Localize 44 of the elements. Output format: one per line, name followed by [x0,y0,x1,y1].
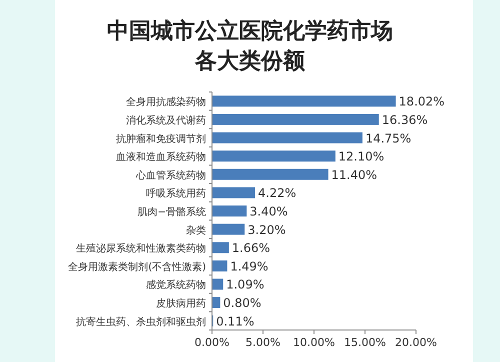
data-label: 4.22% [258,186,296,200]
y-tick-label: 呼吸系统用药 [146,188,206,200]
bar [212,168,328,180]
bar [212,260,228,272]
bar [212,242,229,254]
chart-title: 中国城市公立医院化学药市场各大类份额 [107,18,393,74]
bar [212,224,245,235]
data-label: 12.10% [338,150,384,164]
bar [212,187,256,198]
y-tick-label: 全身用激素类制剂(不含性激素) [68,260,206,273]
y-tick-label: 血液和造血系统药物 [116,151,206,164]
data-label: 16.36% [382,112,428,127]
y-tick-label: 心血管系统药物 [135,169,206,182]
y-tick-label: 皮肤病用药 [156,298,206,310]
bar [212,150,336,162]
bar [212,278,224,290]
data-label: 1.66% [232,241,270,256]
x-tick-label: 15.00% [344,336,386,349]
data-label: 11.40% [331,168,378,182]
data-label: 1.49% [230,259,268,274]
bar [212,297,220,308]
bar [212,114,379,125]
y-tick-label: 全身用抗感染药物 [126,96,206,108]
data-label: 0.11% [216,314,254,328]
data-label: 18.02% [398,94,445,109]
data-label: 3.20% [248,222,286,237]
bar [212,132,362,144]
data-label: 1.09% [226,278,264,292]
x-tick-label: 20.00% [395,336,437,349]
y-tick-label: 肌肉−骨骼系统 [138,206,206,218]
x-tick-label: 0.00% [194,336,230,349]
y-tick-label: 杂类 [186,224,206,236]
y-tick-label: 消化系统及代谢药 [126,114,206,126]
data-label: 3.40% [250,204,288,218]
data-label: 14.75% [365,131,412,146]
y-tick-label: 抗肿瘤和免疫调节剂 [116,132,206,145]
y-tick-label: 生殖泌尿系统和性激素类药物 [76,242,206,255]
x-tick-label: 10.00% [293,336,335,349]
data-label: 0.80% [223,296,262,310]
y-tick-label: 抗寄生虫药、杀虫剂和驱虫剂 [76,316,206,328]
bar [212,206,247,216]
x-tick-label: 5.00% [246,336,280,349]
bar [212,96,396,107]
y-tick-label: 感觉系统药物 [146,279,206,292]
